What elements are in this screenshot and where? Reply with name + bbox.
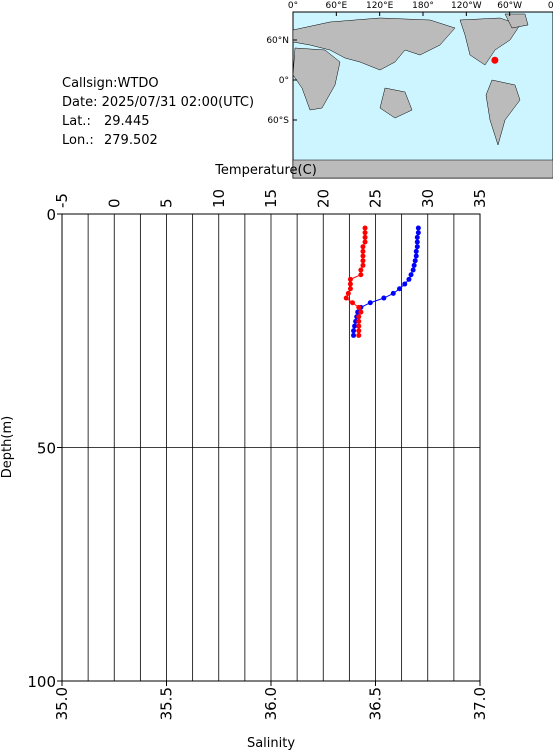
x-tick-label: 37.0	[471, 687, 489, 720]
profile-point	[347, 281, 353, 287]
profile-point	[402, 281, 408, 287]
profile-point	[351, 328, 357, 334]
map-x-label: 120°E	[366, 1, 394, 11]
profile-point	[358, 272, 364, 278]
map-x-label: 180°	[412, 1, 434, 11]
map-x-label: 0°	[548, 1, 553, 11]
profile-point	[362, 239, 368, 245]
profile-point	[343, 295, 349, 301]
lon-label: Lon.:	[62, 133, 94, 148]
profile-point	[351, 332, 357, 338]
map-y-label: 0°	[279, 76, 289, 86]
y-tick-label: 50	[37, 440, 56, 458]
profile-point	[390, 290, 396, 296]
x-axis-label: Salinity	[247, 736, 295, 751]
x-tick-label: 35.0	[53, 687, 71, 720]
continents	[292, 13, 553, 179]
x-tick-label: 36.0	[262, 687, 280, 720]
profile-point	[345, 290, 351, 296]
x-tick-label: 36.5	[367, 687, 385, 720]
profile-point	[414, 239, 420, 245]
profile-point	[411, 262, 417, 268]
lat-label: Lat.:	[62, 114, 91, 129]
profile-point	[367, 300, 373, 306]
profile-point	[414, 244, 420, 250]
map-x-label: 60°E	[326, 1, 348, 11]
date: Date: 2025/07/31 02:00(UTC)	[62, 95, 254, 110]
x2-tick-label: 35	[471, 189, 489, 208]
lat-value: 29.445	[104, 114, 150, 129]
profile-point	[408, 272, 414, 278]
profile-point	[352, 323, 358, 329]
profile-point	[358, 309, 364, 315]
map-y-label: 60°S	[267, 116, 289, 126]
profile-point	[356, 318, 362, 324]
profile-point	[410, 267, 416, 273]
profile-point	[415, 225, 421, 231]
profile-point	[413, 248, 419, 254]
lon-value: 279.502	[104, 133, 158, 148]
x2-tick-label: 25	[367, 189, 385, 208]
x2-tick-label: 15	[262, 189, 280, 208]
profile-point	[381, 295, 387, 301]
profile-point	[347, 276, 353, 282]
profile-point	[356, 323, 362, 329]
profile-point	[350, 300, 356, 306]
world-map	[292, 11, 553, 179]
profile-point	[415, 230, 421, 236]
x2-tick-label: 30	[419, 189, 437, 208]
profile-point	[362, 234, 368, 240]
map-y-label: 60°N	[266, 36, 289, 46]
x2-axis-label: Temperature(C)	[214, 163, 317, 178]
x2-tick-label: 20	[314, 189, 332, 208]
x-tick-label: 35.5	[158, 687, 176, 720]
profile-point	[414, 234, 420, 240]
profile-point	[360, 262, 366, 268]
profile-point	[360, 248, 366, 254]
y-tick-label: 0	[46, 206, 56, 224]
profile-point	[356, 332, 362, 338]
profile-point	[406, 276, 412, 282]
callsign: Callsign:WTDO	[62, 76, 159, 91]
profile-point	[412, 258, 418, 264]
profile-point	[397, 286, 403, 292]
profile-point	[362, 230, 368, 236]
x2-tick-label: 10	[210, 189, 228, 208]
x2-tick-label: -5	[53, 193, 71, 208]
y-tick-label: 100	[27, 673, 56, 691]
profile-point	[347, 286, 353, 292]
map-x-label: 0°	[288, 1, 298, 11]
x2-tick-label: 5	[158, 198, 176, 208]
profile-point	[360, 244, 366, 250]
profile-point	[362, 225, 368, 231]
profile-point	[356, 304, 362, 310]
profile-point	[356, 328, 362, 334]
profile-point	[356, 314, 362, 320]
profile-point	[360, 258, 366, 264]
x2-tick-label: 0	[105, 198, 123, 208]
profile-point	[413, 253, 419, 259]
profile-point	[360, 253, 366, 259]
profile-point	[358, 267, 364, 273]
map-x-label: 120°W	[451, 1, 482, 11]
position-marker	[491, 56, 499, 64]
map-x-label: 60°W	[497, 1, 522, 11]
y-axis-label: Depth(m)	[0, 416, 15, 478]
